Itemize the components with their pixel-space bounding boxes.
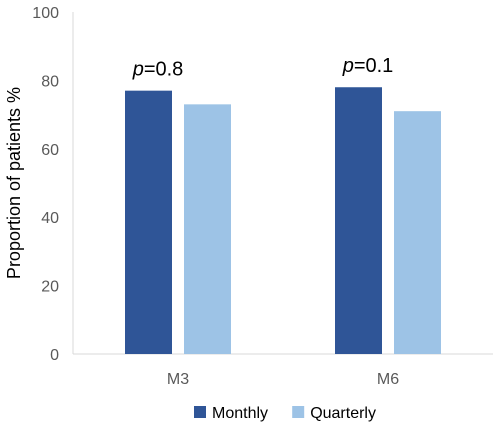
- y-tick-label: 40: [41, 210, 59, 227]
- bar-monthly-m6: [335, 87, 382, 355]
- x-axis-category-labels: M3 M6: [167, 371, 399, 388]
- legend: Monthly Quarterly: [194, 405, 376, 422]
- bar-quarterly-m3: [184, 104, 231, 354]
- p-value-annotations: p=0.8 p=0.1: [132, 55, 394, 80]
- legend-swatch-monthly: [194, 406, 206, 418]
- y-tick-label: 60: [41, 142, 59, 159]
- x-category-label: M3: [167, 371, 189, 388]
- bar-monthly-m3: [125, 90, 172, 354]
- y-axis-title: Proportion of patients %: [4, 87, 24, 279]
- y-tick-label: 100: [32, 5, 59, 22]
- p-value-annotation: p=0.1: [342, 55, 394, 77]
- bars: [125, 87, 441, 355]
- legend-label-quarterly: Quarterly: [310, 405, 376, 422]
- legend-swatch-quarterly: [292, 406, 305, 418]
- y-tick-label: 80: [41, 73, 59, 90]
- legend-label-monthly: Monthly: [212, 405, 268, 422]
- y-tick-label: 0: [50, 347, 59, 364]
- y-tick-label: 20: [41, 279, 59, 296]
- p-value-annotation: p=0.8: [132, 59, 184, 81]
- bar-quarterly-m6: [394, 111, 441, 355]
- y-axis-ticks: 0 20 40 60 80 100: [32, 5, 59, 364]
- x-category-label: M6: [377, 371, 399, 388]
